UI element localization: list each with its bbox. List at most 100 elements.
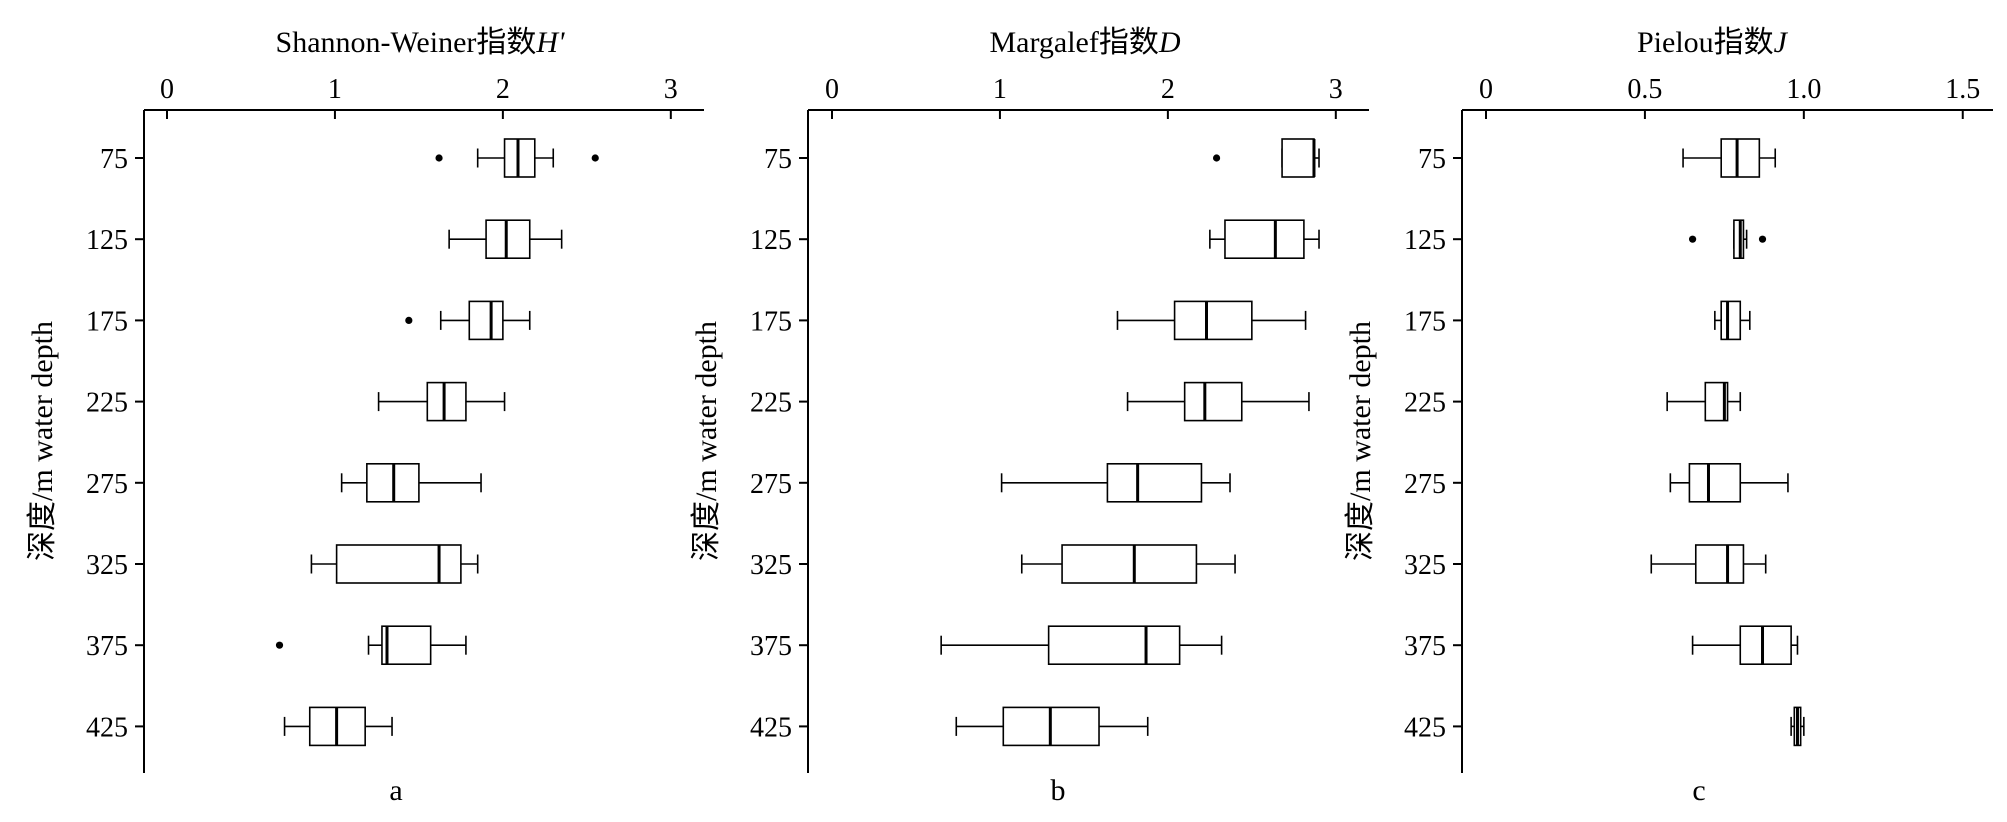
iqr-box bbox=[381, 625, 432, 666]
box-75 bbox=[1212, 138, 1320, 178]
box-175 bbox=[1116, 300, 1307, 341]
iqr-box bbox=[1224, 219, 1305, 259]
box-125 bbox=[1688, 219, 1767, 259]
iqr-box bbox=[1720, 300, 1742, 341]
box-225 bbox=[1126, 381, 1310, 422]
iqr-box bbox=[503, 138, 536, 178]
x-tick-label: 0 bbox=[160, 74, 174, 105]
box-275 bbox=[1000, 462, 1231, 503]
chart-title-text: Shannon-Weiner指数 bbox=[276, 26, 537, 59]
box-375 bbox=[940, 625, 1223, 666]
outlier-point bbox=[1758, 235, 1767, 243]
y-tick-label: 175 bbox=[1404, 306, 1446, 337]
x-tick-label: 2 bbox=[1161, 74, 1175, 105]
iqr-box bbox=[1704, 381, 1729, 422]
box-175 bbox=[405, 300, 531, 341]
y-tick-label: 425 bbox=[86, 712, 128, 743]
iqr-box bbox=[1694, 544, 1745, 584]
y-tick-label: 275 bbox=[86, 469, 128, 500]
y-tick-label: 325 bbox=[750, 550, 792, 581]
chart-title-symbol: D bbox=[1158, 26, 1181, 59]
iqr-box bbox=[468, 300, 504, 341]
panel-a: 0 1 2 3 Shannon-Weiner指数H' 深度/m water depth 75… bbox=[26, 26, 704, 807]
x-tick-label: 2 bbox=[496, 74, 510, 105]
box-225 bbox=[1666, 381, 1742, 422]
y-tick-label: 175 bbox=[750, 306, 792, 337]
outlier-point bbox=[1212, 154, 1221, 162]
box-75 bbox=[1682, 138, 1777, 178]
box-225 bbox=[377, 381, 506, 422]
x-tick-label: 1 bbox=[993, 74, 1007, 105]
box-325 bbox=[1020, 544, 1236, 584]
panel-b: 0 1 2 3 Margalef指数D 深度/m water depth 75 125 175 2… bbox=[690, 26, 1369, 807]
chart-title-symbol: H' bbox=[535, 26, 565, 59]
box-275 bbox=[1669, 462, 1789, 503]
iqr-box bbox=[426, 381, 467, 422]
y-tick-label: 225 bbox=[750, 388, 792, 419]
y-tick-label: 175 bbox=[86, 306, 128, 337]
box-375 bbox=[275, 625, 467, 666]
chart-title: Margalef指数D bbox=[989, 26, 1180, 59]
box-325 bbox=[310, 544, 479, 584]
panel-letter: a bbox=[389, 774, 402, 807]
outlier-point bbox=[1688, 235, 1697, 243]
y-tick-label: 325 bbox=[86, 550, 128, 581]
iqr-box bbox=[1061, 544, 1198, 584]
y-tick-label: 125 bbox=[86, 225, 128, 256]
panel-c: 0 0.5 1.0 1.5 Pielou指数J 深度/m water depth 75 125… bbox=[1344, 26, 1993, 807]
chart-title-symbol: J bbox=[1774, 26, 1789, 59]
x-tick-label: 0.5 bbox=[1627, 74, 1662, 105]
iqr-box bbox=[1106, 462, 1203, 503]
y-tick-label: 425 bbox=[1404, 712, 1446, 743]
y-tick-label: 225 bbox=[86, 388, 128, 419]
iqr-box bbox=[1739, 625, 1792, 666]
box-175 bbox=[1714, 300, 1751, 341]
iqr-box bbox=[1688, 462, 1742, 503]
y-tick-label: 75 bbox=[100, 144, 128, 175]
chart-title-text: Margalef指数 bbox=[989, 26, 1158, 59]
y-tick-label: 125 bbox=[750, 225, 792, 256]
y-tick-label: 275 bbox=[750, 469, 792, 500]
y-tick-label: 75 bbox=[764, 144, 792, 175]
y-tick-label: 225 bbox=[1404, 388, 1446, 419]
x-tick-label: 0 bbox=[1479, 74, 1493, 105]
box-275 bbox=[340, 462, 482, 503]
x-tick-label: 3 bbox=[664, 74, 678, 105]
iqr-box bbox=[1183, 381, 1243, 422]
box-325 bbox=[1650, 544, 1767, 584]
box-125 bbox=[448, 219, 563, 259]
y-tick-label: 275 bbox=[1404, 469, 1446, 500]
y-tick-label: 75 bbox=[1418, 144, 1446, 175]
y-axis-label: 深度/m water depth bbox=[690, 321, 723, 561]
box-125 bbox=[1209, 219, 1320, 259]
outlier-point bbox=[405, 316, 413, 324]
iqr-box bbox=[1047, 625, 1181, 666]
y-axis-label: 深度/m water depth bbox=[1344, 321, 1377, 561]
panel-letter: c bbox=[1692, 774, 1705, 807]
y-tick-label: 375 bbox=[1404, 631, 1446, 662]
outlier-point bbox=[435, 154, 443, 162]
y-tick-label: 425 bbox=[750, 712, 792, 743]
chart-title: Pielou指数J bbox=[1637, 26, 1789, 59]
iqr-box bbox=[1281, 138, 1315, 178]
x-tick-label: 3 bbox=[1329, 74, 1343, 105]
y-tick-label: 375 bbox=[86, 631, 128, 662]
y-axis-label: 深度/m water depth bbox=[26, 321, 59, 561]
chart-title: Shannon-Weiner指数H' bbox=[276, 26, 566, 59]
x-tick-label: 1 bbox=[328, 74, 342, 105]
iqr-box bbox=[1173, 300, 1253, 341]
box-425 bbox=[955, 706, 1149, 747]
y-tick-label: 325 bbox=[1404, 550, 1446, 581]
box-375 bbox=[1691, 625, 1799, 666]
iqr-box bbox=[485, 219, 531, 259]
iqr-box bbox=[1720, 138, 1761, 178]
iqr-box bbox=[335, 544, 462, 584]
box-425 bbox=[1790, 706, 1805, 747]
outlier-point bbox=[275, 641, 284, 649]
box-75 bbox=[435, 138, 599, 178]
iqr-box bbox=[1733, 219, 1745, 259]
y-tick-label: 375 bbox=[750, 631, 792, 662]
panel-letter: b bbox=[1051, 774, 1066, 807]
box-425 bbox=[283, 706, 393, 747]
